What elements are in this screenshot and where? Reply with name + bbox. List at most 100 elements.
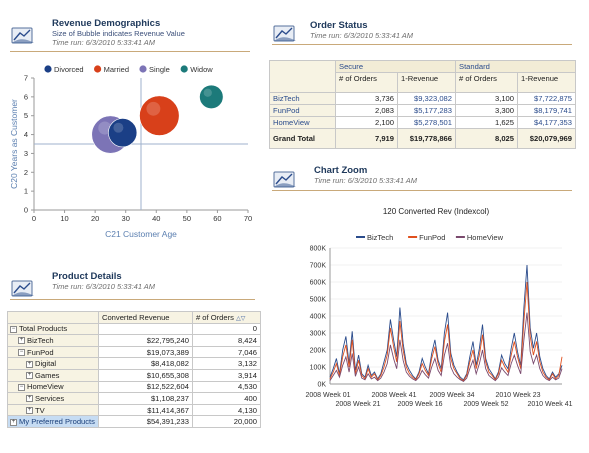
- legend-label: Single: [149, 65, 170, 74]
- x-axis-label: C21 Customer Age: [105, 229, 177, 239]
- revenue-link[interactable]: $8,179,741: [517, 104, 576, 117]
- x-tick-label: 2009 Week 52: [463, 401, 508, 408]
- panel-title: Revenue Demographics: [52, 18, 161, 29]
- row-label-text: Total Products: [19, 324, 68, 334]
- series-line-homeview: [329, 312, 563, 382]
- product-details-header: Product Details Time run: 6/3/2010 5:33:…: [10, 271, 155, 297]
- header-rule: [10, 299, 255, 300]
- corner-cell: [269, 60, 336, 93]
- row-header-link[interactable]: FunPod: [269, 104, 336, 117]
- table-row: + Digital $8,418,082 3,132: [7, 357, 261, 370]
- expand-icon[interactable]: +: [18, 337, 25, 345]
- x-tick-label: 2010 Week 23: [495, 392, 540, 399]
- table-row: − Total Products 0: [7, 322, 261, 336]
- panel-title: Chart Zoom: [314, 165, 368, 176]
- x-tick-label: 30: [122, 214, 130, 223]
- expand-icon[interactable]: +: [26, 372, 33, 380]
- orders-cell: 4,130: [191, 403, 261, 417]
- legend-marker: [139, 65, 147, 73]
- cell: 8,025: [455, 128, 518, 149]
- row-label: + BizTech: [7, 334, 99, 347]
- collapse-icon[interactable]: −: [18, 383, 25, 391]
- revenue-cell: $22,795,240: [97, 334, 193, 347]
- column-header-orders[interactable]: # of Orders △▽: [191, 311, 261, 324]
- revenue-link[interactable]: $9,323,082: [397, 92, 456, 105]
- time-run: Time run: 6/3/2010 5:33:41 AM: [314, 176, 418, 185]
- collapse-icon[interactable]: −: [18, 349, 25, 357]
- table-row: FunPod 2,083 $5,177,283 3,300 $8,179,741: [269, 104, 576, 117]
- revenue-cell: $10,655,308: [97, 368, 193, 382]
- bubble-highlight: [113, 122, 124, 133]
- y-tick-label: 1: [24, 187, 28, 196]
- legend-label: BizTech: [367, 233, 393, 242]
- column-header-orders-label: # of Orders: [195, 312, 234, 322]
- corner-cell: [7, 311, 99, 324]
- y-tick-label: 7: [24, 74, 28, 83]
- order-status-header: Order Status Time run: 6/3/2010 5:33:41 …: [272, 20, 413, 42]
- series-line-biztech: [329, 264, 563, 381]
- row-label-text: HomeView: [27, 382, 64, 392]
- x-tick-label: 2009 Week 16: [397, 401, 442, 408]
- revenue-cell: $8,418,082: [97, 357, 193, 370]
- y-tick-label: 0K: [317, 382, 326, 389]
- legend-marker: [44, 65, 52, 73]
- row-label-text: Games: [35, 370, 60, 380]
- product-details-table: Converted Revenue # of Orders △▽ − Total …: [7, 311, 261, 428]
- row-header-link[interactable]: HomeView: [269, 116, 336, 129]
- revenue-link[interactable]: $5,177,283: [397, 104, 456, 117]
- chart-report-icon: [10, 277, 36, 297]
- column-header-revenue: Converted Revenue: [97, 311, 193, 324]
- time-run: Time run: 6/3/2010 5:33:41 AM: [310, 31, 414, 40]
- row-label: − HomeView: [7, 380, 99, 394]
- line-chart[interactable]: 120 Converted Rev (Indexcol) BizTech FunPo…: [300, 200, 582, 450]
- table-row: + My Preferred Products $54,391,233 20,000: [7, 415, 261, 428]
- collapse-icon[interactable]: −: [10, 325, 17, 333]
- cell: $20,079,969: [517, 128, 576, 149]
- y-tick-label: 3: [24, 149, 28, 158]
- expand-icon[interactable]: +: [10, 418, 17, 426]
- table-row: + Services $1,108,237 400: [7, 392, 261, 405]
- orders-cell: 4,530: [191, 380, 261, 394]
- cell: 2,083: [335, 104, 398, 117]
- table-row: BizTech 3,736 $9,323,082 3,100 $7,722,87…: [269, 92, 576, 105]
- chart-report-icon: [272, 168, 298, 188]
- cell: 3,736: [335, 92, 398, 105]
- x-tick-label: 70: [244, 214, 252, 223]
- x-tick-label: 2010 Week 41: [527, 401, 572, 408]
- orders-cell: 0: [191, 322, 261, 336]
- revenue-link[interactable]: $7,722,875: [517, 92, 576, 105]
- chart-zoom-header: Chart Zoom Time run: 6/3/2010 5:33:41 AM: [272, 165, 417, 188]
- bubble-highlight: [98, 121, 112, 135]
- panel-subtitle: Size of Bubble indicates Revenue Value: [52, 29, 185, 38]
- orders-cell: 3,132: [191, 357, 261, 370]
- table-row: − HomeView $12,522,604 4,530: [7, 380, 261, 394]
- panel-title: Product Details: [52, 271, 122, 282]
- legend-label: Divorced: [54, 65, 84, 74]
- x-tick-label: 2008 Week 01: [305, 392, 350, 399]
- y-tick-label: 800K: [310, 246, 327, 253]
- row-label-text: TV: [35, 405, 45, 415]
- expand-icon[interactable]: +: [26, 407, 33, 415]
- revenue-link[interactable]: $5,278,501: [397, 116, 456, 129]
- y-tick-label: 400K: [310, 314, 327, 321]
- group-header-standard: Standard: [455, 60, 576, 73]
- legend-label: Widow: [190, 65, 213, 74]
- revenue-link[interactable]: $4,177,353: [517, 116, 576, 129]
- row-header-link[interactable]: BizTech: [269, 92, 336, 105]
- table-row: − FunPod $19,073,389 7,046: [7, 345, 261, 359]
- sort-icon[interactable]: △▽: [236, 315, 246, 322]
- row-label: + Services: [7, 392, 99, 405]
- row-label: + My Preferred Products: [7, 415, 99, 428]
- group-header-secure: Secure: [335, 60, 456, 73]
- expand-icon[interactable]: +: [26, 360, 33, 368]
- x-tick-label: 20: [91, 214, 99, 223]
- row-label: + TV: [7, 403, 99, 417]
- y-tick-label: 600K: [310, 280, 327, 287]
- legend-marker: [180, 65, 188, 73]
- orders-cell: 8,424: [191, 334, 261, 347]
- cell: 7,919: [335, 128, 398, 149]
- header-rule: [272, 190, 572, 191]
- expand-icon[interactable]: +: [26, 395, 33, 403]
- x-tick-label: 2008 Week 41: [371, 392, 416, 399]
- time-run: Time run: 6/3/2010 5:33:41 AM: [52, 38, 156, 47]
